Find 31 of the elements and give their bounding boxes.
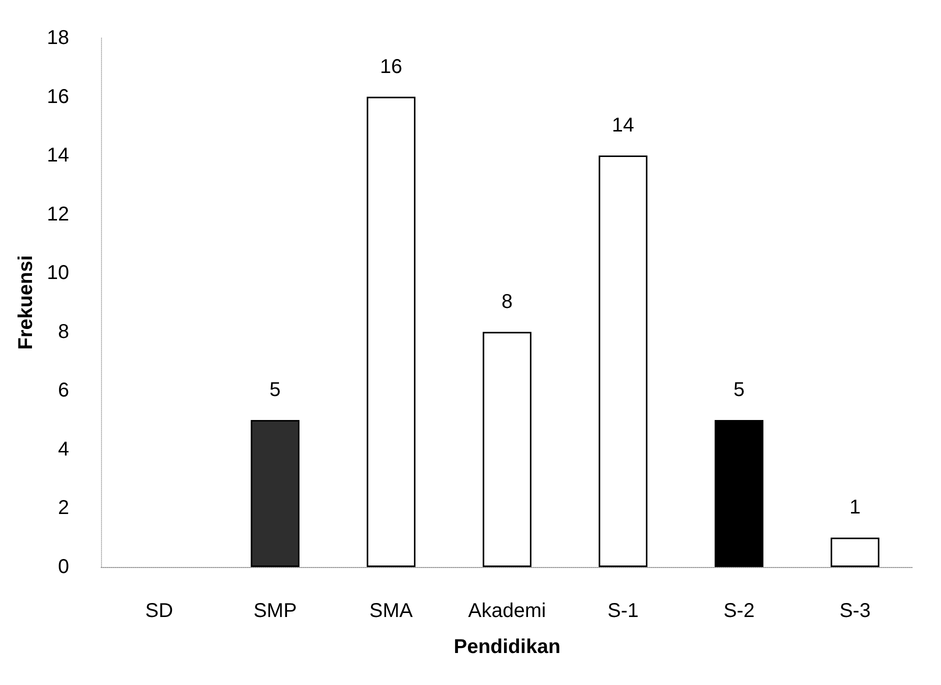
x-tick-label: SMA: [369, 600, 414, 622]
y-tick-label: 4: [58, 438, 70, 460]
y-tick-label: 6: [58, 380, 70, 402]
y-tick-label: 18: [46, 27, 70, 49]
x-tick-label: S-3: [839, 600, 871, 622]
y-tick-label: 10: [46, 262, 70, 284]
y-axis-title: Frekuensi: [15, 255, 37, 350]
data-label: 1: [849, 496, 861, 519]
y-tick-label: 2: [58, 497, 70, 520]
x-tick-label: S-2: [723, 600, 755, 622]
x-axis-title: Pendidikan: [454, 636, 560, 658]
bar: [598, 156, 648, 567]
x-tick-label: SMP: [253, 600, 297, 622]
y-tick-label: 12: [46, 203, 70, 226]
data-label: 14: [612, 114, 634, 137]
bar: [714, 420, 764, 567]
y-tick-label: 16: [46, 86, 70, 108]
bar: [830, 538, 880, 567]
bar: [482, 332, 532, 567]
bar: [366, 96, 416, 567]
data-label: 5: [733, 379, 745, 402]
data-label: 8: [502, 290, 513, 313]
x-tick-label: S-1: [607, 600, 639, 622]
data-label: 16: [380, 56, 402, 78]
bar: [250, 420, 300, 567]
x-tick-label: Akademi: [468, 600, 546, 622]
x-tick-label: SD: [145, 600, 174, 622]
y-tick-label: 0: [58, 556, 70, 578]
y-tick-label: 14: [46, 144, 70, 167]
data-label: 5: [270, 379, 281, 402]
y-tick-label: 8: [58, 320, 70, 343]
